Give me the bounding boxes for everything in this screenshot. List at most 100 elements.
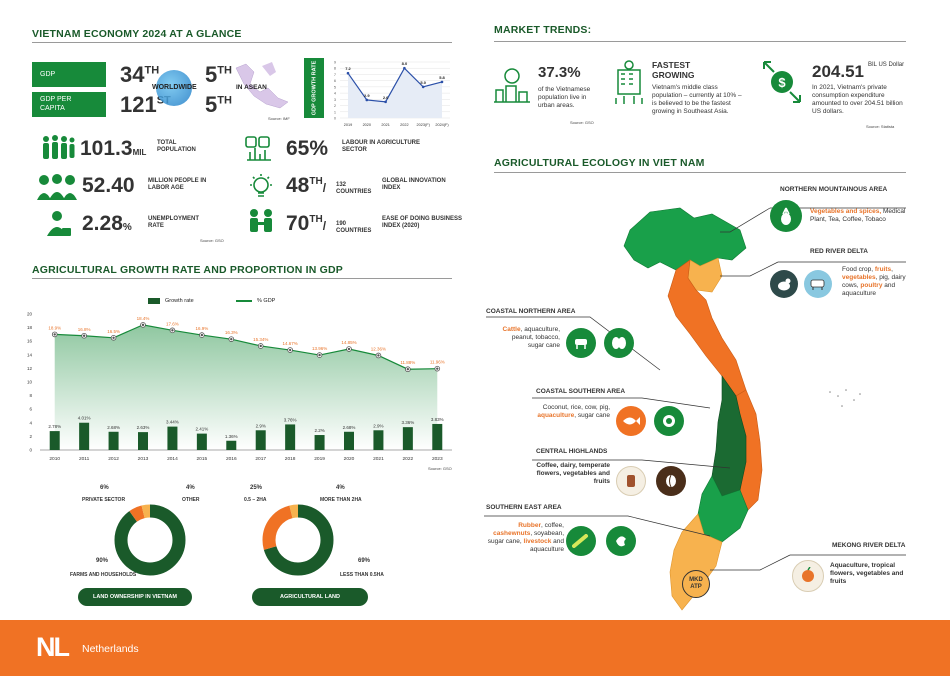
gdp-pc-asean-rank: 5TH — [205, 92, 232, 117]
southern-east-title: SOUTHERN EAST AREA — [486, 504, 562, 511]
x-tick-label: 2019 — [314, 456, 325, 462]
gdp-share-point-core — [347, 347, 351, 351]
mekong-text: Aquaculture, tropical flowers, vegetable… — [830, 562, 904, 586]
growth-bar-label: 3.44% — [166, 420, 179, 425]
radish-icon — [770, 200, 802, 232]
fish-icon — [616, 406, 646, 436]
y-tick-label: 0 — [29, 448, 32, 453]
gdp-share-point-core — [112, 336, 115, 339]
growth-bar — [373, 430, 384, 450]
y-tick-label: 9 — [334, 61, 336, 65]
northern-mountainous-title: NORTHERN MOUNTAINOUS AREA — [780, 186, 888, 193]
gdp-share-point-core — [288, 348, 292, 352]
gdp-share-point-core — [200, 333, 204, 337]
nl-logo: NL — [36, 632, 70, 662]
cattle-icon — [566, 328, 596, 358]
growth-bar-label: 2.9% — [373, 423, 383, 428]
gdp-share-point-core — [318, 353, 321, 357]
peanut-icon — [604, 328, 634, 358]
x-tick-label: 2016 — [226, 456, 237, 462]
vietnam-map — [623, 207, 763, 611]
x-tick-label: 2023(F) — [417, 123, 431, 127]
innovation-icon — [250, 174, 272, 197]
coffee-bean-icon — [656, 466, 686, 496]
innovation-countries: 132 COUNTRIES — [336, 182, 372, 196]
x-tick-label: 2013 — [138, 456, 149, 462]
ownership-private-label: PRIVATE SECTOR — [82, 497, 126, 503]
y-tick-label: 2 — [334, 104, 336, 108]
growth-bar — [49, 431, 60, 450]
x-tick-label: 2011 — [79, 456, 90, 462]
agri-mid-label: 0.5 – 2HA — [244, 497, 267, 503]
urban-value: 37.3% — [538, 64, 581, 81]
ownership-private-pct: 6% — [100, 485, 109, 491]
spend-value: 204.51 — [812, 62, 864, 81]
coastal-southern-text: Coconut, rice, cow, pig, aquaculture, su… — [537, 404, 610, 420]
gdp-world-rank: 34TH — [120, 62, 160, 87]
gdp-share-point-core — [230, 337, 233, 341]
gdp-share-label: 16.9% — [195, 326, 208, 331]
data-point — [421, 85, 425, 89]
gdp-share-point-core — [53, 333, 56, 336]
expenditure-icon: $ — [763, 61, 801, 103]
red-river-text: Food crop, fruits, vegetables, pig, dair… — [842, 266, 906, 298]
ownership-other-pct: 4% — [186, 485, 195, 491]
x-tick-label: 2015 — [197, 456, 208, 462]
growth-bar-label: 2.9% — [256, 423, 266, 428]
urban-source: Source: GSO — [570, 120, 594, 125]
cow-icon — [804, 270, 832, 298]
y-tick-label: 1 — [334, 110, 336, 114]
y-tick-label: 2 — [29, 434, 32, 439]
agri-chart-source: Source: GSO — [428, 466, 452, 471]
gdp-share-label: 14.67% — [283, 341, 298, 346]
in-asean-label: IN ASEAN — [236, 84, 267, 91]
growth-bar — [138, 432, 148, 450]
y-tick-label: 8 — [334, 67, 336, 71]
central-highlands-text: Coffee, dairy, temperate flowers, vegeta… — [536, 462, 610, 486]
x-tick-label: 2020 — [344, 456, 355, 462]
gdp-share-label: 13.96% — [312, 346, 327, 351]
growth-bar — [167, 426, 178, 450]
urban-text: of the Vietnamese population live in urb… — [538, 86, 591, 110]
x-tick-label: 2021 — [373, 456, 384, 462]
y-tick-label: 7 — [334, 73, 336, 77]
spend-text: In 2021, Vietnam's private consumption e… — [812, 84, 903, 116]
x-tick-label: 2020 — [363, 123, 371, 127]
gdp-share-label: 18.9% — [48, 325, 61, 330]
x-tick-label: 2021 — [381, 123, 389, 127]
gdp-label: GDP — [40, 71, 56, 78]
agri-mid-pct: 25% — [250, 485, 263, 491]
growth-bar-label: 2.63% — [137, 425, 150, 430]
unemployment-value: 2.28% — [82, 212, 132, 235]
gdp-share-label: 16.3% — [225, 330, 238, 335]
agri-growth-title: AGRICULTURAL GROWTH RATE AND PROPORTION … — [32, 264, 343, 276]
ownership-farms-pct: 90% — [96, 558, 109, 564]
gdp-growth-side-label: GDP GROWTH RATE — [304, 58, 324, 118]
labour-agri-label: LABOUR IN AGRICULTURE SECTOR — [342, 140, 420, 154]
agri-small-label: LESS THAN 0.5HA — [340, 572, 384, 578]
coconut-icon — [654, 406, 684, 436]
innovation-rank: 48TH/ — [286, 174, 327, 197]
business-icon — [250, 209, 272, 232]
labour-agri-value: 65% — [286, 137, 329, 160]
growth-bar — [314, 435, 325, 450]
gdp-share-label: 14.85% — [341, 340, 356, 345]
spend-unit: BIL US Dollar — [868, 62, 905, 68]
population-value: 101.3MIL — [80, 137, 147, 160]
unemployment-label: UNEMPLOYMENT RATE — [148, 216, 199, 230]
growth-bar-label: 2.68% — [343, 425, 356, 430]
gdp-per-capita-pill: GDP PER CAPITA — [32, 92, 106, 117]
growth-bar — [196, 433, 207, 450]
x-tick-label: 2012 — [108, 456, 119, 462]
data-point — [346, 71, 350, 75]
gdp-share-area — [54, 324, 438, 450]
y-tick-label: 6 — [334, 79, 336, 83]
red-river-title: RED RIVER DELTA — [810, 248, 868, 255]
mkd-atp-badge: MKD ATP — [682, 570, 710, 598]
y-tick-label: 10 — [27, 380, 33, 385]
cashew-icon — [606, 526, 636, 556]
chicken-icon — [770, 270, 798, 298]
y-tick-label: 18 — [27, 325, 33, 330]
growth-bar — [108, 431, 119, 450]
gdp-share-point-core — [406, 368, 410, 371]
